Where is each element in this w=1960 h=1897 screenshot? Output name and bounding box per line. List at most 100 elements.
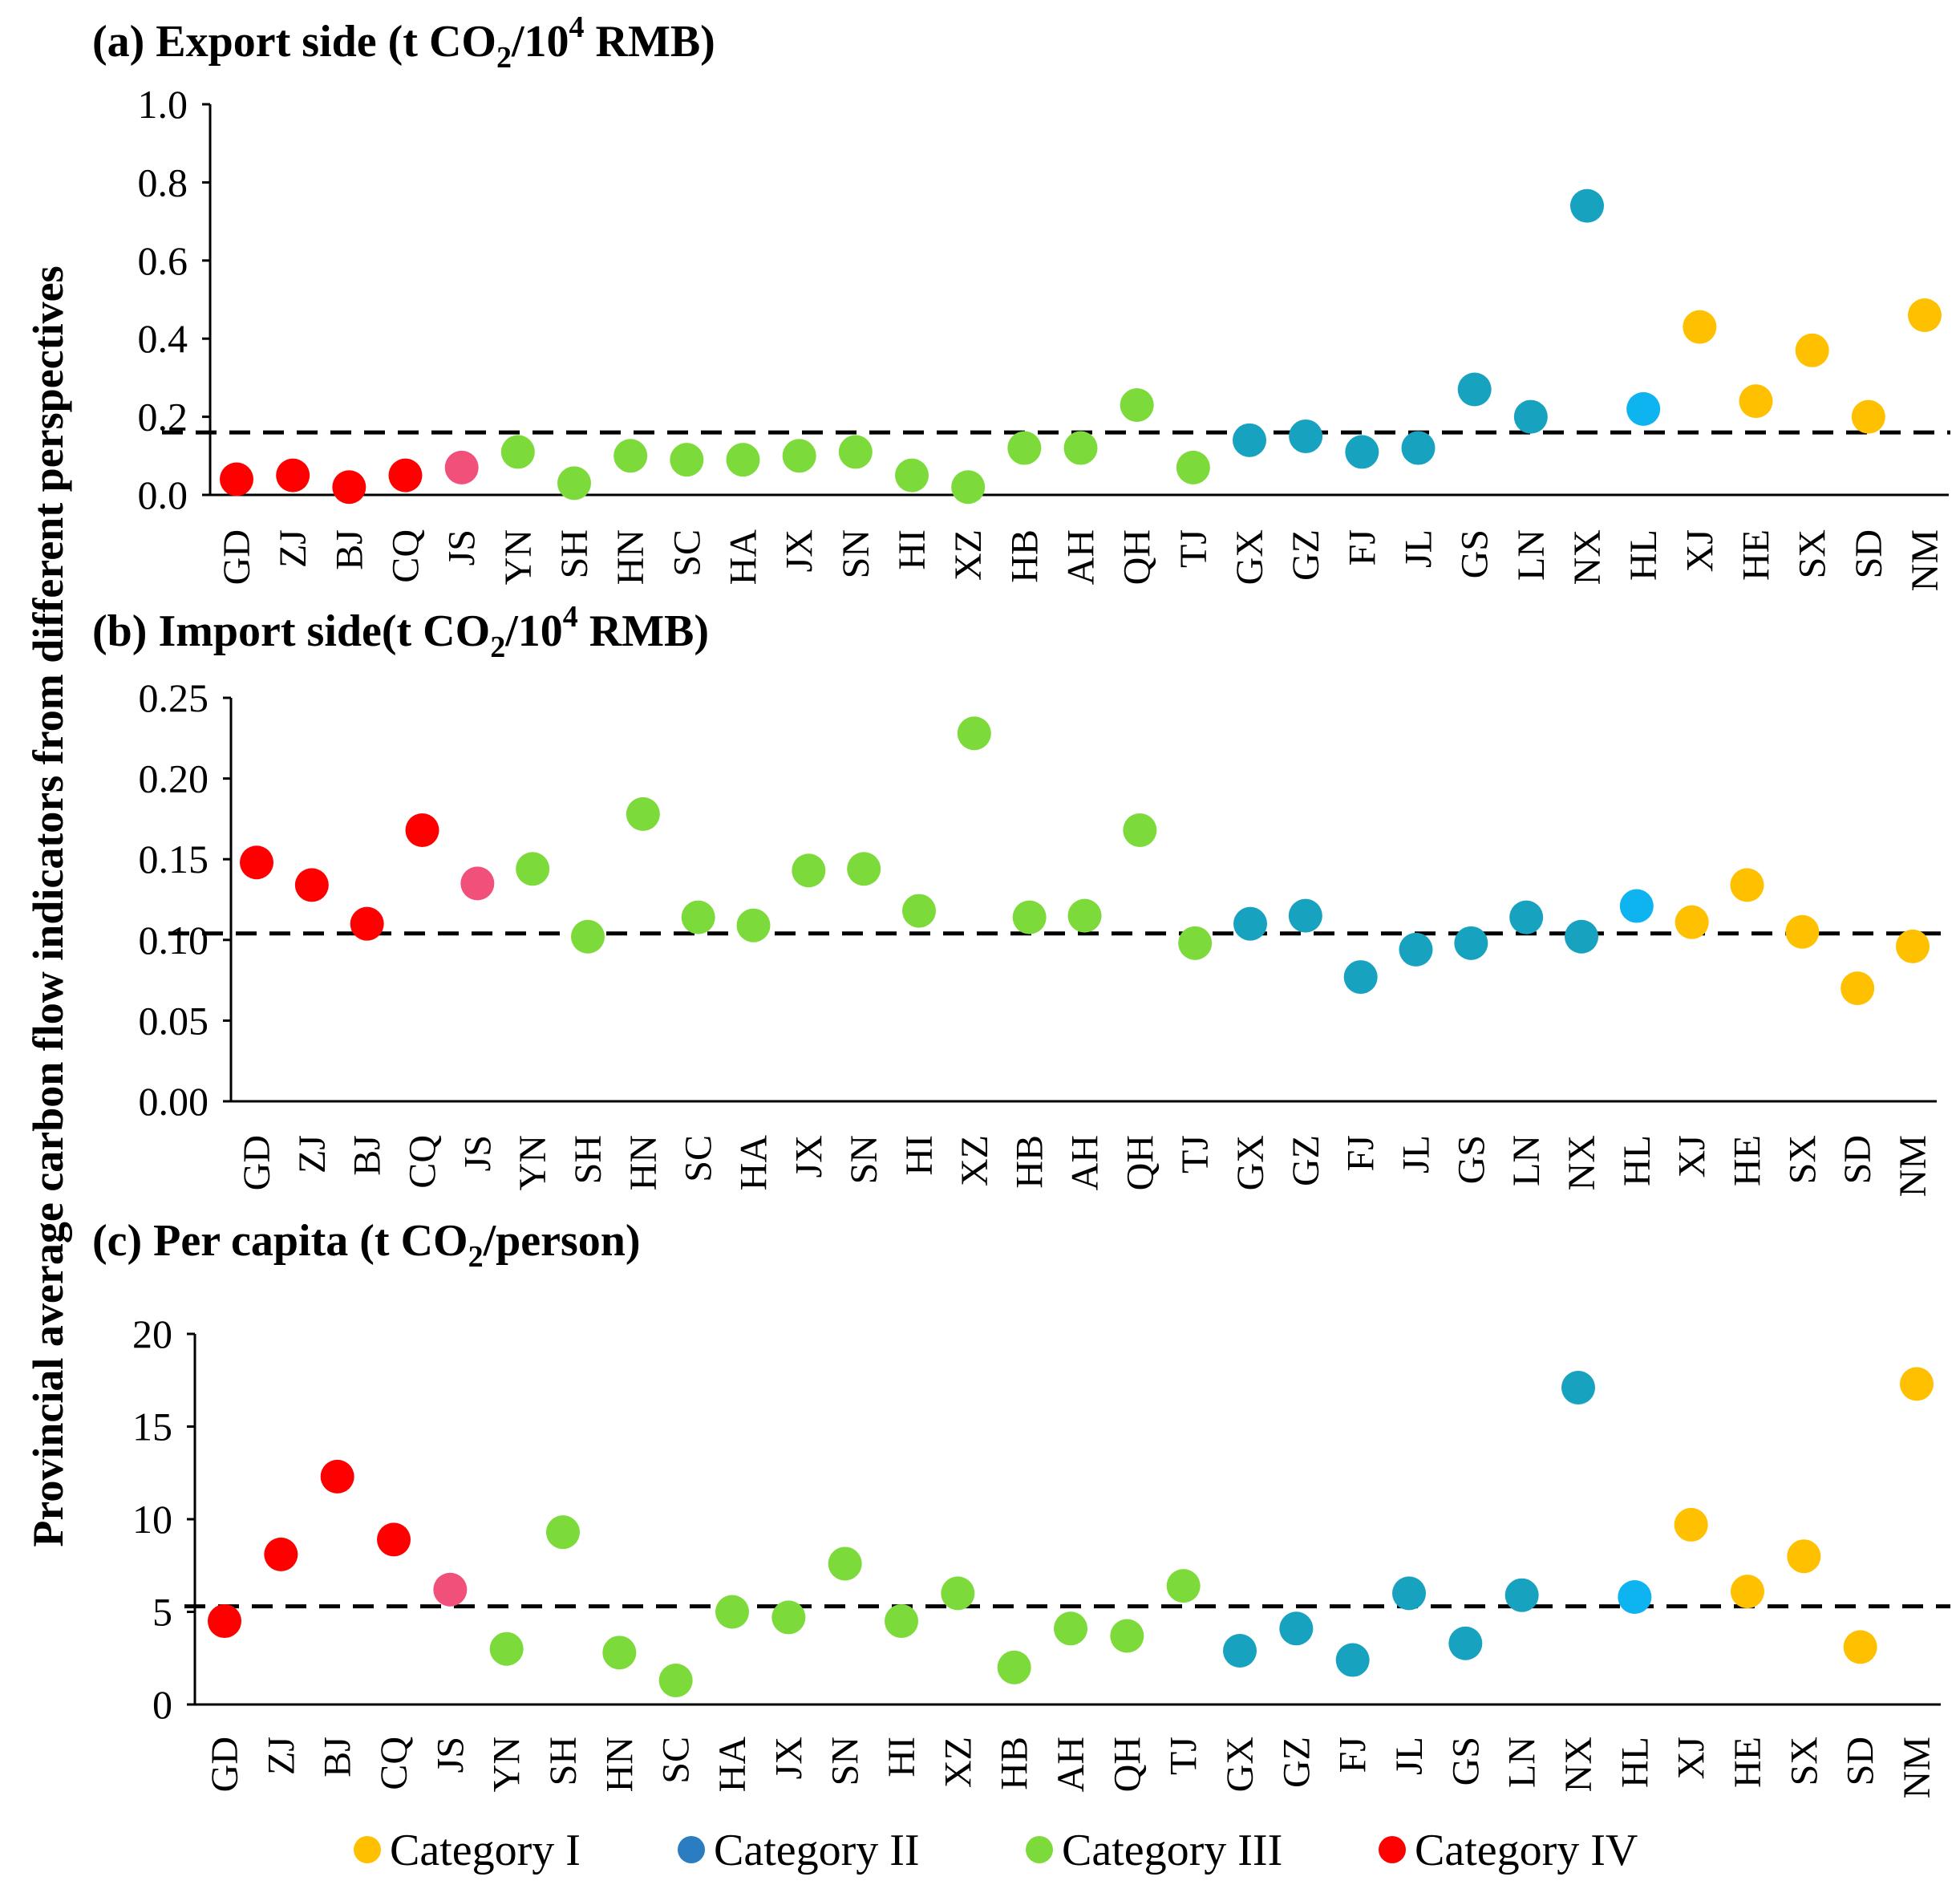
panel-a-title: (a) Export side (t CO2/104 RMB) — [92, 10, 715, 75]
legend-marker-4 — [1379, 1836, 1406, 1863]
y-tick-label-a: 1.0 — [138, 82, 188, 127]
legend-label-4: Category IV — [1415, 1826, 1638, 1875]
point-a-jx — [782, 439, 816, 473]
x-label-b-jl: JL — [1395, 1135, 1438, 1173]
point-c-he — [1731, 1575, 1764, 1609]
point-a-fj — [1345, 435, 1379, 469]
y-tick-label-c: 10 — [132, 1497, 172, 1542]
x-label-b-xj: XJ — [1671, 1135, 1714, 1178]
x-label-a-gs: GS — [1454, 529, 1496, 578]
x-label-a-jx: JX — [779, 529, 821, 572]
point-a-cq — [388, 458, 423, 492]
point-b-zj — [294, 868, 329, 902]
x-label-a-xz: XZ — [947, 529, 990, 581]
point-b-gz — [1288, 898, 1322, 933]
y-tick-label-a: 0.6 — [138, 238, 188, 283]
x-label-c-jl: JL — [1388, 1737, 1431, 1775]
x-label-c-js: JS — [429, 1737, 472, 1773]
point-b-sd — [1841, 971, 1875, 1006]
x-label-a-gx: GX — [1229, 529, 1271, 585]
point-b-qh — [1123, 813, 1157, 847]
x-label-a-xj: XJ — [1679, 529, 1721, 572]
point-a-qh — [1120, 387, 1154, 422]
point-b-jl — [1399, 932, 1433, 967]
x-label-b-gs: GS — [1450, 1135, 1492, 1184]
point-c-ah — [1054, 1611, 1087, 1646]
x-label-b-hi: HI — [898, 1135, 941, 1176]
point-a-sd — [1851, 399, 1885, 434]
x-label-b-sn: SN — [843, 1135, 885, 1184]
x-label-c-yn: YN — [486, 1737, 528, 1792]
point-a-ha — [726, 443, 760, 477]
panel-c-title: (c) Per capita (t CO2/person) — [92, 1216, 641, 1274]
x-label-b-tj: TJ — [1174, 1135, 1217, 1173]
y-tick-label-a: 0.4 — [138, 316, 188, 361]
x-label-a-fj: FJ — [1341, 529, 1383, 565]
point-b-cq — [405, 813, 439, 847]
x-label-c-he: HE — [1727, 1737, 1769, 1788]
point-c-ha — [715, 1595, 749, 1629]
point-a-xz — [951, 470, 986, 505]
y-tick-label-a: 0.0 — [138, 472, 188, 517]
legend-label-3: Category III — [1062, 1826, 1282, 1875]
point-a-js — [444, 450, 479, 484]
point-a-bj — [332, 470, 366, 505]
point-c-hn — [602, 1636, 637, 1670]
x-label-c-sx: SX — [1783, 1737, 1825, 1786]
point-b-hb — [1012, 900, 1047, 934]
y-axis-label: Provincial average carbon flow indicator… — [24, 265, 72, 1546]
point-c-sh — [546, 1515, 580, 1550]
x-label-c-zj: ZJ — [260, 1737, 302, 1775]
point-b-ha — [736, 908, 771, 942]
point-c-js — [433, 1572, 468, 1607]
x-label-c-gd: GD — [204, 1737, 246, 1792]
x-label-c-nm: NM — [1896, 1737, 1938, 1798]
point-a-xj — [1683, 310, 1717, 344]
point-b-tj — [1178, 926, 1213, 960]
point-c-jl — [1392, 1576, 1426, 1611]
x-label-b-xz: XZ — [954, 1135, 996, 1186]
point-c-nx — [1561, 1370, 1595, 1405]
point-b-yn — [516, 852, 550, 886]
point-b-sx — [1785, 914, 1820, 949]
legend-marker-2 — [678, 1836, 705, 1863]
x-label-b-hn: HN — [622, 1135, 665, 1190]
point-c-bj — [320, 1459, 354, 1494]
y-tick-label-c: 20 — [132, 1311, 172, 1356]
point-a-ln — [1513, 399, 1548, 434]
x-label-a-ln: LN — [1510, 529, 1553, 581]
x-label-a-he: HE — [1735, 529, 1778, 581]
point-a-sc — [670, 443, 704, 477]
x-label-b-sh: SH — [567, 1135, 609, 1184]
x-label-a-ah: AH — [1060, 529, 1103, 585]
point-c-ln — [1504, 1578, 1539, 1612]
point-c-sc — [658, 1663, 693, 1697]
point-b-js — [460, 866, 495, 901]
point-a-sh — [557, 466, 591, 501]
x-label-a-qh: QH — [1116, 529, 1159, 585]
y-tick-label-b: 0.15 — [139, 837, 209, 882]
point-a-gd — [220, 462, 253, 497]
x-label-a-gz: GZ — [1285, 529, 1327, 581]
x-label-a-jl: JL — [1398, 529, 1440, 568]
point-a-tj — [1176, 450, 1210, 484]
point-a-sx — [1795, 333, 1829, 367]
x-label-a-gd: GD — [216, 529, 258, 585]
x-label-a-sc: SC — [666, 529, 708, 577]
y-tick-label-b: 0.20 — [139, 756, 209, 801]
panel-c: (c) Per capita (t CO2/person) 0 5 10 15 20 GD Z… — [92, 1216, 1950, 1798]
point-c-nm — [1900, 1367, 1934, 1401]
point-c-gz — [1279, 1611, 1314, 1646]
x-label-b-jx: JX — [788, 1135, 830, 1178]
x-label-a-yn: YN — [497, 529, 540, 585]
point-b-ln — [1509, 900, 1544, 934]
x-label-a-cq: CQ — [385, 529, 427, 583]
x-label-b-ha: HA — [733, 1135, 775, 1191]
point-c-sn — [828, 1546, 862, 1581]
x-label-b-fj: FJ — [1340, 1135, 1383, 1171]
point-b-gs — [1454, 926, 1488, 960]
x-label-b-sx: SX — [1781, 1135, 1824, 1184]
point-c-fj — [1335, 1643, 1370, 1677]
point-b-jx — [792, 853, 826, 888]
